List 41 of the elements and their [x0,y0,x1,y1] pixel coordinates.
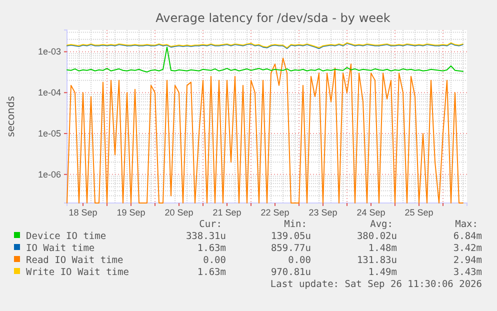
legend-label: Read IO Wait time [26,255,124,266]
text: 131.83u [356,255,397,266]
text: 3.42m [453,243,482,254]
text: 380.02u [356,231,397,242]
legend-label: IO Wait time [26,243,95,254]
x-tick-label: 24 Sep [356,207,386,218]
text: 1.49m [368,267,398,278]
text: 1.63m [197,267,226,278]
text: 6.84m [453,231,482,242]
x-tick-label: 25 Sep [404,207,434,218]
x-tick-label: 21 Sep [212,207,242,218]
y-axis-title: seconds [6,96,17,137]
x-tick-label: 18 Sep [68,207,98,218]
x-tick-label: 19 Sep [116,207,146,218]
text: Max: [455,219,478,230]
y-tick-label: 1e-06 [38,169,61,180]
y-tick-label: 1e-04 [38,88,61,98]
x-tick-label: 20 Sep [164,207,194,218]
line-series [66,58,464,204]
text: Cur: [199,219,222,230]
text: 970.81u [270,267,311,278]
text: Avg: [370,219,393,230]
text: 0.00 [203,255,226,266]
y-tick-label: 1e-03 [38,46,61,57]
text: 3.43m [453,267,482,278]
x-tick-label: 23 Sep [308,207,338,218]
y-tick-label: 1e-05 [38,128,61,138]
legend-label: Device IO time [26,231,106,242]
line-series [66,46,464,72]
text: 859.77u [270,243,311,254]
text: 2.94m [453,255,482,266]
text: 0.00 [288,255,312,266]
text: 1.48m [368,243,398,254]
text: Last update: Sat Sep 26 11:30:06 2026 [270,279,482,290]
chart-title: Average latency for /dev/sda - by week [156,11,390,25]
x-tick-label: 22 Sep [260,207,290,218]
text: 1.63m [197,243,226,254]
text: Min: [284,219,307,230]
text: 338.31u [186,231,226,242]
legend-label: Write IO Wait time [26,267,130,278]
text: 139.05u [270,231,311,242]
